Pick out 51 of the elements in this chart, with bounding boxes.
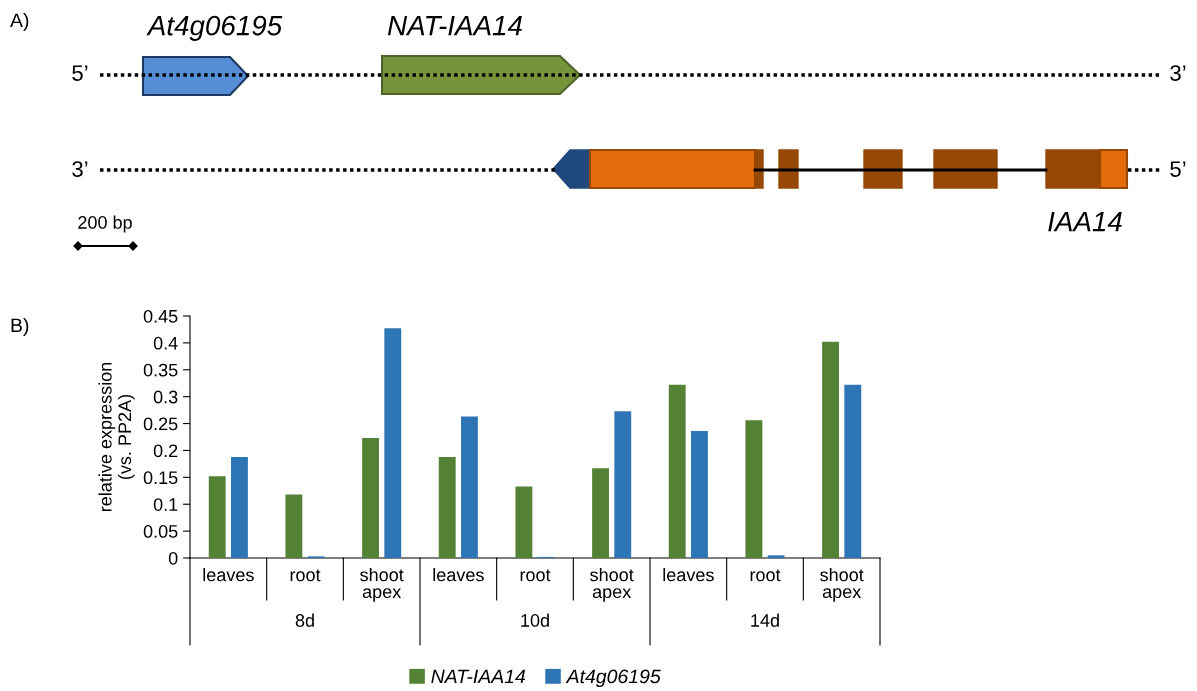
- y-tick-label: 0.1: [153, 498, 178, 511]
- bar: [745, 420, 763, 558]
- x-tick-label: root: [520, 569, 551, 582]
- bar: [384, 328, 402, 558]
- y-tick-label: 0.2: [153, 444, 178, 458]
- text: B): [11, 317, 29, 337]
- x-tick-label: leaves: [433, 568, 484, 582]
- bar: [208, 476, 226, 558]
- x-tick-label: shoot apex: [820, 568, 864, 602]
- text: IAA14: [1048, 212, 1122, 232]
- text: 5’: [72, 65, 88, 81]
- bar: [614, 411, 632, 558]
- text: 200 bp: [78, 215, 132, 233]
- text: A): [10, 12, 29, 32]
- y-tick-label: 0.25: [143, 417, 178, 431]
- y-axis-title: relative expression (vs. PP2A): [98, 362, 135, 512]
- legend-label: NAT-IAA14: [431, 669, 526, 684]
- text: 3’: [72, 161, 88, 177]
- y-tick-label: 0.05: [143, 525, 178, 538]
- y-tick-label: 0.45: [143, 309, 178, 323]
- x-tick-label: root: [750, 569, 781, 582]
- x-tick-label: shoot apex: [360, 568, 404, 602]
- y-tick-label: 0.15: [143, 471, 178, 485]
- y-tick-label: 0: [168, 551, 178, 565]
- bar: [844, 384, 862, 558]
- bar: [461, 416, 478, 558]
- bar: [362, 438, 379, 558]
- text: 5’: [1170, 161, 1186, 177]
- bar: [231, 456, 248, 558]
- text: 14d: [751, 613, 779, 627]
- bar: [822, 341, 839, 558]
- legend-label: At4g06195: [565, 669, 661, 688]
- x-tick-label: root: [290, 569, 321, 582]
- bar: [285, 494, 303, 558]
- text: At4g06195: [146, 15, 283, 41]
- x-tick-label: leaves: [203, 568, 254, 582]
- bar: [691, 431, 708, 558]
- y-tick-label: 0.35: [143, 363, 178, 377]
- bar: [668, 384, 686, 558]
- bar: [767, 555, 785, 558]
- text: 10d: [521, 613, 549, 627]
- bar: [592, 468, 609, 558]
- bar: [515, 486, 533, 558]
- x-tick-label: leaves: [663, 568, 714, 582]
- text: NAT-IAA14: [387, 16, 522, 36]
- y-tick-label: 0.4: [153, 336, 178, 350]
- text: 3’: [1170, 65, 1186, 81]
- bar: [438, 456, 456, 558]
- x-tick-label: shoot apex: [590, 568, 634, 602]
- text: 8d: [295, 613, 314, 627]
- y-tick-label: 0.3: [153, 390, 178, 404]
